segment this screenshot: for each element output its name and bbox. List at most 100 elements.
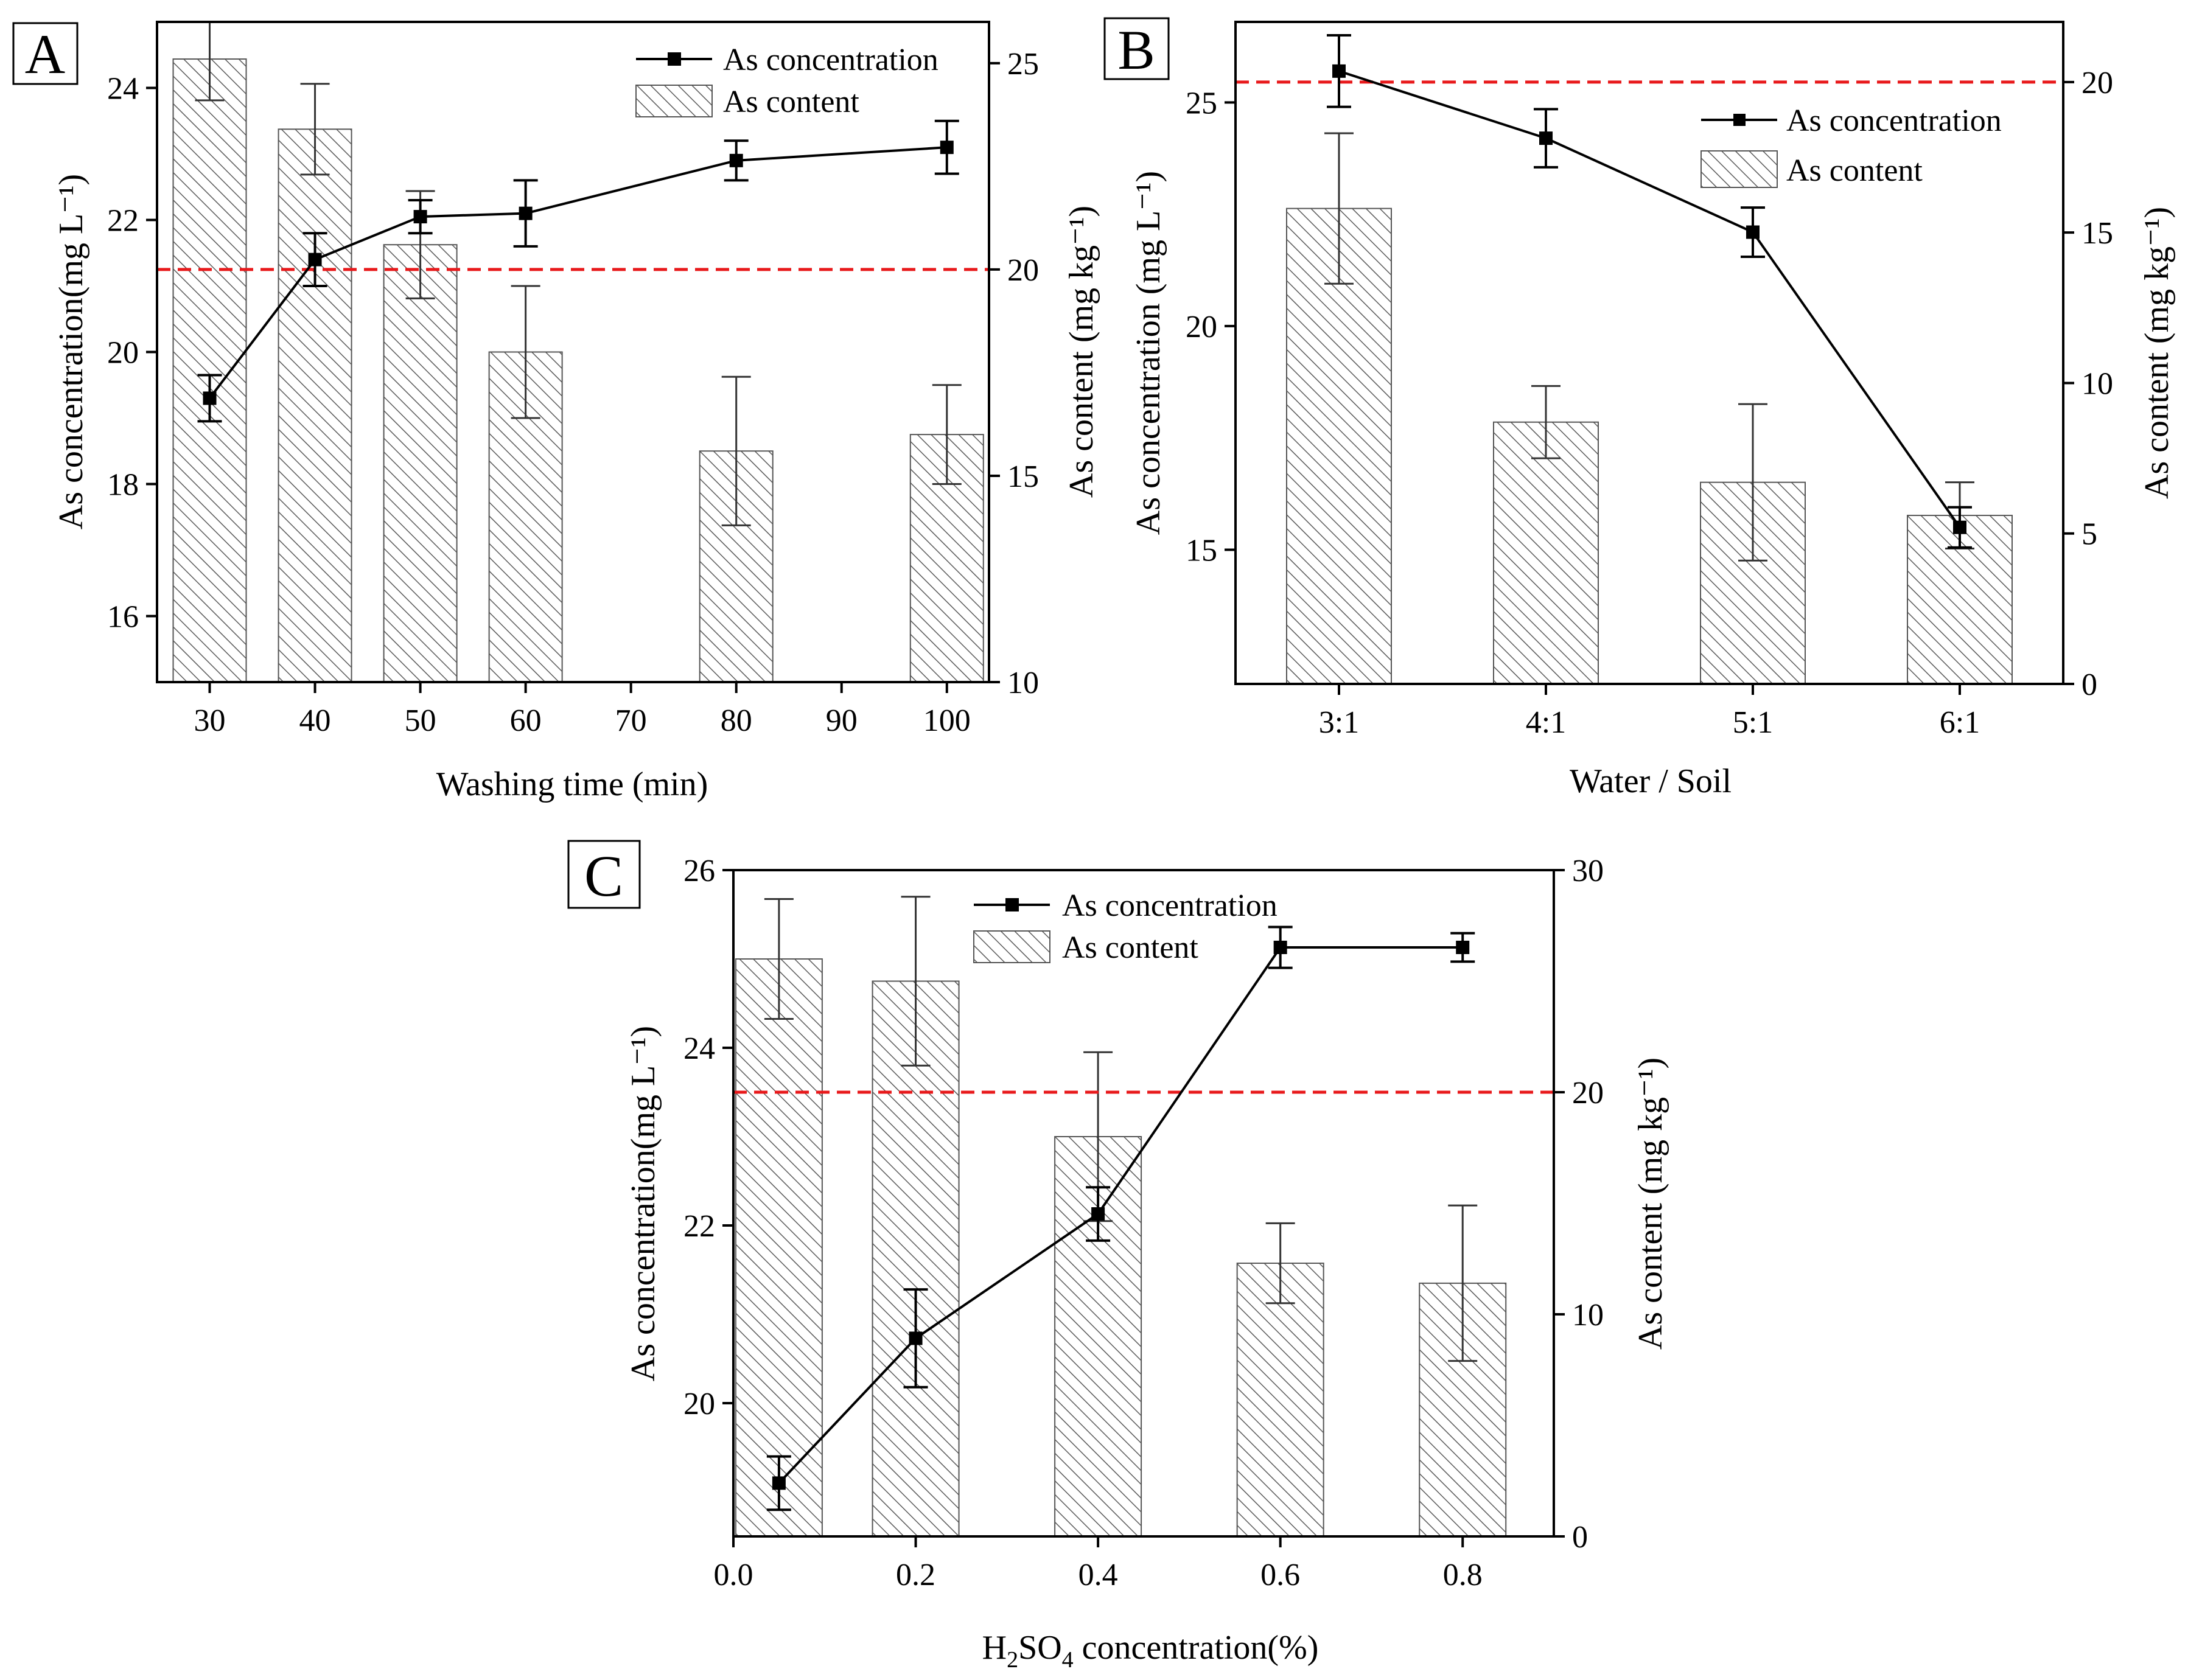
panel-a-ytick-left-label: 18 [107, 468, 139, 503]
panel-a-legend-bar-label: As content [723, 85, 859, 119]
panel-c-point [1456, 941, 1470, 955]
panel-c-ytick-right-label: 30 [1572, 854, 1604, 888]
panel-c-xtick-label: 0.8 [1443, 1558, 1483, 1592]
panel-b-point [1539, 131, 1553, 145]
panel-b-legend-line-label: As concentration [1786, 103, 2002, 138]
panel-a-xtick-label: 30 [194, 703, 226, 738]
panel-a-point [519, 206, 533, 220]
panel-c-label: C [584, 843, 623, 908]
panel-c-xlabel-so: SO [1018, 1629, 1062, 1667]
panel-a-xtick-label: 40 [299, 703, 331, 738]
panel-a-ytick-right-label: 10 [1007, 666, 1039, 700]
panel-b-ytick-right-label: 5 [2081, 517, 2097, 552]
panel-a-ylabel-right: As content (mg kg⁻¹) [1063, 206, 1100, 498]
panel-b-ylabel-right: As content (mg kg⁻¹) [2138, 207, 2176, 499]
panel-a-xtick-label: 60 [510, 703, 542, 738]
panel-c-ytick-left-label: 22 [683, 1209, 715, 1244]
panel-c-legend-marker [1005, 898, 1019, 911]
panel-a-point [308, 253, 322, 267]
panel-c-legend: As concentration As content [973, 888, 1277, 965]
panel-b: 15 20 25 0 5 10 15 20 3:1 4:1 5:1 6:1 B Water / Soi… [1103, 17, 2176, 800]
panel-a-bar [172, 58, 247, 683]
panel-b-label-box [1103, 17, 1170, 80]
panel-c-legend-bar-label: As content [1062, 930, 1198, 965]
panel-c-label-box [567, 840, 641, 909]
panel-a-axes: 16 18 20 22 24 10 15 20 25 30 40 50 60 70 80 90 100 [107, 47, 1039, 738]
panel-c-bar [735, 958, 823, 1537]
panel-a-xlabel: Washing time (min) [436, 765, 708, 803]
panel-c-xtick-label: 0.4 [1078, 1558, 1118, 1592]
panel-b-ytick-left-label: 25 [1186, 86, 1217, 120]
panel-c-frame [732, 869, 1555, 1538]
panel-c-legend-line-label: As concentration [1062, 888, 1277, 923]
panel-b-ytick-right-label: 10 [2081, 366, 2113, 401]
panel-b-ylabel-left: As concentration (mg L⁻¹) [1130, 171, 1167, 535]
panel-a-line-series [208, 146, 947, 399]
panel-b-legend-marker [1733, 114, 1746, 126]
panel-a-ytick-right-label: 15 [1007, 459, 1039, 494]
panel-b-xtick-label: 6:1 [1940, 705, 1980, 740]
panel-a-point [413, 210, 427, 224]
panel-b-xlabel: Water / Soil [1570, 762, 1732, 800]
panel-c-legend-bar-swatch [973, 930, 1050, 963]
panel-b-ytick-right-label: 15 [2081, 216, 2113, 251]
panel-b-xtick-label: 5:1 [1733, 705, 1773, 740]
panel-a-xtick-label: 50 [405, 703, 436, 738]
panel-a-xtick-label: 90 [826, 703, 858, 738]
panel-a-bar [383, 244, 458, 683]
panel-c-xtick-label: 0.0 [714, 1558, 753, 1592]
panel-a-point [729, 153, 743, 167]
panel-a-ytick-left-label: 16 [107, 600, 139, 635]
panel-b-ytick-right-label: 20 [2081, 66, 2113, 100]
panel-b-axes: 15 20 25 0 5 10 15 20 3:1 4:1 5:1 6:1 [1186, 66, 2113, 740]
panel-b-ytick-right-label: 0 [2081, 667, 2097, 702]
panel-c-ytick-right-label: 0 [1572, 1520, 1588, 1555]
panel-c-point [1091, 1207, 1105, 1221]
panel-c-axes: 20 22 24 26 0 10 20 30 0.0 0.2 0.4 0.6 0.8 [683, 854, 1604, 1592]
panel-a: 16 18 20 22 24 10 15 20 25 30 40 50 60 70 80 90 100 A Wa… [12, 21, 1100, 803]
panel-b-xtick-label: 3:1 [1319, 705, 1359, 740]
panel-a-ytick-left-label: 20 [107, 336, 139, 371]
panel-a-ylabel-left: As concentration(mg L⁻¹) [52, 174, 90, 529]
panel-a-legend-line-label: As concentration [723, 43, 938, 77]
panel-a-marks [157, 21, 989, 683]
panel-b-ytick-left-label: 15 [1186, 533, 1217, 568]
panel-b-legend-bar-swatch [1700, 150, 1778, 188]
panel-c-xlabel-sub1: 2 [1007, 1647, 1018, 1673]
panel-c-ytick-left-label: 24 [683, 1031, 715, 1066]
panel-c-xtick-label: 0.2 [896, 1558, 935, 1592]
panel-c-marks [733, 896, 1554, 1538]
panel-b-bar [1493, 421, 1599, 685]
panel-a-xtick-label: 100 [923, 703, 971, 738]
panel-a-legend-bar-swatch [635, 85, 713, 117]
panel-a-legend-marker [668, 52, 681, 66]
panel-c-xlabel: H2SO4 concentration(%) [982, 1629, 1319, 1673]
panel-a-ytick-right-label: 20 [1007, 253, 1039, 288]
panel-a-label: A [25, 23, 65, 85]
panel-a-point [940, 141, 954, 155]
panel-a-ytick-left-label: 24 [107, 72, 139, 106]
panel-b-frame [1234, 21, 2064, 685]
panel-b-legend-bar-label: As content [1786, 153, 1923, 188]
panel-c-ylabel-right: As content (mg kg⁻¹) [1632, 1058, 1669, 1350]
panel-c-point [909, 1331, 923, 1345]
panel-c-bar [1236, 1263, 1324, 1538]
panel-a-xtick-label: 70 [615, 703, 647, 738]
panel-a-label-box [12, 22, 79, 85]
panel-c-xlabel-h: H [982, 1629, 1007, 1667]
panel-b-marks [1236, 34, 2063, 685]
panel-b-point [1953, 520, 1966, 534]
panel-c-ytick-right-label: 10 [1572, 1298, 1604, 1333]
panel-b-ytick-left-label: 20 [1186, 310, 1217, 344]
panel-c-ytick-left-label: 26 [683, 854, 715, 888]
panel-b-xtick-label: 4:1 [1526, 705, 1566, 740]
panel-c-bar [872, 980, 960, 1537]
panel-c-point [772, 1476, 786, 1490]
panel-a-ytick-right-label: 25 [1007, 47, 1039, 82]
panel-c-xlabel-tail: concentration(%) [1074, 1629, 1319, 1667]
panel-a-point [203, 391, 217, 405]
panel-c-point [1273, 941, 1287, 955]
panel-b-line-series [1338, 69, 1961, 528]
